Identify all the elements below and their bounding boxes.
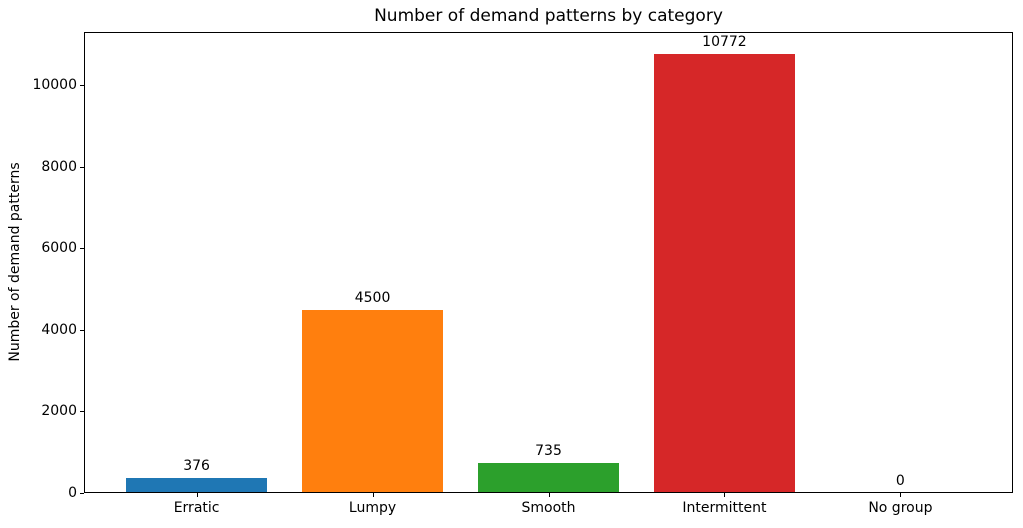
y-tick-mark xyxy=(80,493,84,494)
bar-value-label: 0 xyxy=(895,473,905,489)
y-tick-mark xyxy=(80,329,84,331)
x-tick-label: Erratic xyxy=(173,500,220,516)
bar-value-label: 4500 xyxy=(354,289,391,306)
x-tick-mark xyxy=(372,493,374,497)
y-tick-label: 6000 xyxy=(41,240,77,257)
y-tick-mark xyxy=(80,166,84,168)
x-tick-label: Lumpy xyxy=(348,500,397,516)
chart-title: Number of demand patterns by category xyxy=(374,6,723,26)
y-tick-label: 2000 xyxy=(41,403,77,420)
x-tick-label: Smooth xyxy=(521,500,576,516)
bar-value-label: 376 xyxy=(183,457,210,474)
x-tick-mark xyxy=(196,493,198,497)
y-tick-mark xyxy=(80,85,84,87)
x-tick-label: No group xyxy=(868,500,933,516)
y-tick-label: 0 xyxy=(68,485,77,501)
bar-lumpy xyxy=(302,309,443,493)
y-tick-label: 10000 xyxy=(32,77,77,94)
x-tick-mark xyxy=(724,493,726,497)
bar-intermittent xyxy=(654,53,795,493)
bar-erratic xyxy=(126,477,267,493)
y-tick-label: 8000 xyxy=(41,158,77,175)
x-tick-mark xyxy=(548,493,550,497)
bar-value-label: 10772 xyxy=(702,33,747,50)
y-tick-label: 4000 xyxy=(41,321,77,338)
bar-smooth xyxy=(478,463,619,493)
x-tick-label: Intermittent xyxy=(682,500,767,516)
bar-value-label: 735 xyxy=(535,443,562,460)
x-tick-mark xyxy=(900,493,902,497)
y-tick-mark xyxy=(80,248,84,250)
y-tick-mark xyxy=(80,411,84,413)
